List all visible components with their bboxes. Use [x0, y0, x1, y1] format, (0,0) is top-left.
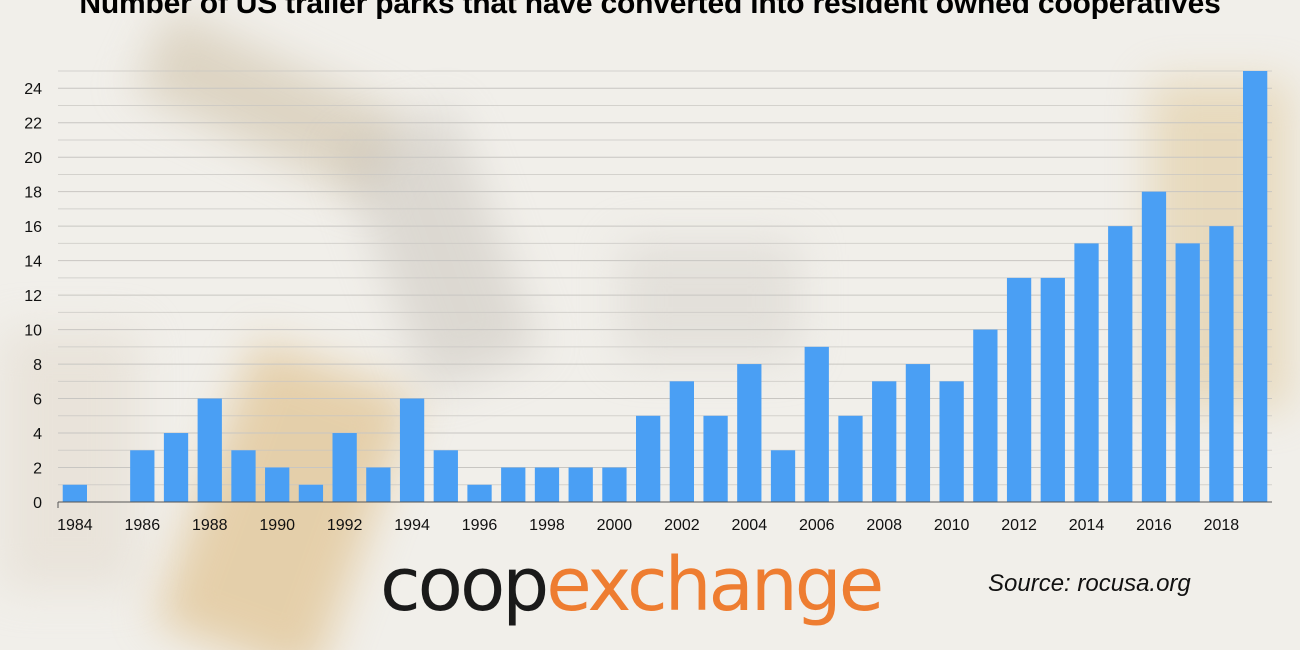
y-tick-label: 14	[24, 254, 42, 271]
y-tick-label: 4	[33, 426, 42, 443]
x-tick-label: 2008	[866, 517, 902, 534]
y-tick-label: 24	[24, 81, 42, 98]
bar-1995	[433, 450, 458, 502]
bar-2000	[602, 467, 627, 502]
x-tick-label: 2002	[664, 517, 700, 534]
x-tick-label: 2018	[1204, 517, 1240, 534]
y-tick-label: 16	[24, 219, 42, 236]
bar-2014	[1074, 243, 1099, 502]
bar-2012	[1006, 277, 1032, 502]
x-tick-label: 2000	[597, 517, 633, 534]
x-tick-label: 1992	[327, 517, 363, 534]
bar-2016	[1141, 191, 1167, 502]
coopexchange-logo: coopexchange	[380, 548, 884, 622]
x-tick-label: 2012	[1001, 517, 1037, 534]
bar-2003	[703, 415, 728, 502]
y-tick-label: 12	[24, 288, 42, 305]
bar-2007	[838, 415, 863, 502]
bar-2010	[939, 381, 964, 502]
bar-2006	[804, 346, 829, 502]
axes	[57, 501, 1272, 508]
logo-text-coop: coop	[380, 542, 549, 628]
y-tick-label: 20	[24, 150, 42, 167]
x-tick-label: 1986	[125, 517, 161, 534]
bar-1992	[332, 433, 357, 502]
y-tick-label: 8	[33, 357, 42, 374]
gridlines	[58, 70, 1272, 486]
y-tick-label: 2	[33, 461, 42, 478]
bar-2019	[1242, 71, 1268, 502]
bar-2009	[905, 364, 931, 502]
x-tick-label: 1998	[529, 517, 565, 534]
bar-2018	[1209, 226, 1234, 502]
bar-1996	[467, 484, 492, 502]
x-tick-label: 2004	[732, 517, 768, 534]
x-tick-label: 1990	[259, 517, 295, 534]
y-tick-label: 18	[24, 185, 42, 202]
bar-1989	[231, 450, 256, 502]
y-tick-label: 22	[24, 116, 42, 133]
x-tick-label: 2014	[1069, 517, 1105, 534]
source-note: Source: rocusa.org	[988, 570, 1191, 597]
bar-1991	[298, 484, 324, 502]
x-tick-label: 2010	[934, 517, 970, 534]
bars	[62, 71, 1268, 502]
y-tick-label: 6	[33, 392, 42, 409]
bar-1997	[501, 467, 526, 502]
bar-1994	[399, 398, 425, 502]
x-tick-label: 2006	[799, 517, 835, 534]
x-tick-label: 2016	[1136, 517, 1172, 534]
bar-2017	[1175, 243, 1200, 502]
logo-text-exchange: exchange	[546, 542, 884, 628]
bar-1987	[163, 433, 189, 502]
bar-2004	[737, 364, 762, 502]
bar-2001	[635, 415, 661, 502]
bar-1984	[62, 484, 88, 502]
bar-1990	[265, 467, 290, 502]
bar-2013	[1040, 277, 1065, 502]
bar-1988	[197, 398, 222, 502]
bar-2015	[1108, 226, 1133, 502]
bar-2005	[770, 450, 796, 502]
bar-1993	[366, 467, 391, 502]
bar-2008	[872, 381, 897, 502]
x-tick-label: 1988	[192, 517, 228, 534]
y-tick-label: 10	[24, 323, 42, 340]
bar-1986	[130, 450, 155, 502]
y-tick-label: 0	[33, 495, 42, 512]
bar-2011	[973, 329, 998, 502]
bar-1998	[534, 467, 560, 502]
chart-title: Number of US trailer parks that have con…	[79, 0, 1221, 20]
bar-1999	[568, 467, 593, 502]
bar-2002	[669, 381, 695, 502]
x-tick-label: 1996	[462, 517, 498, 534]
x-tick-label: 1984	[57, 517, 93, 534]
x-tick-label: 1994	[394, 517, 430, 534]
